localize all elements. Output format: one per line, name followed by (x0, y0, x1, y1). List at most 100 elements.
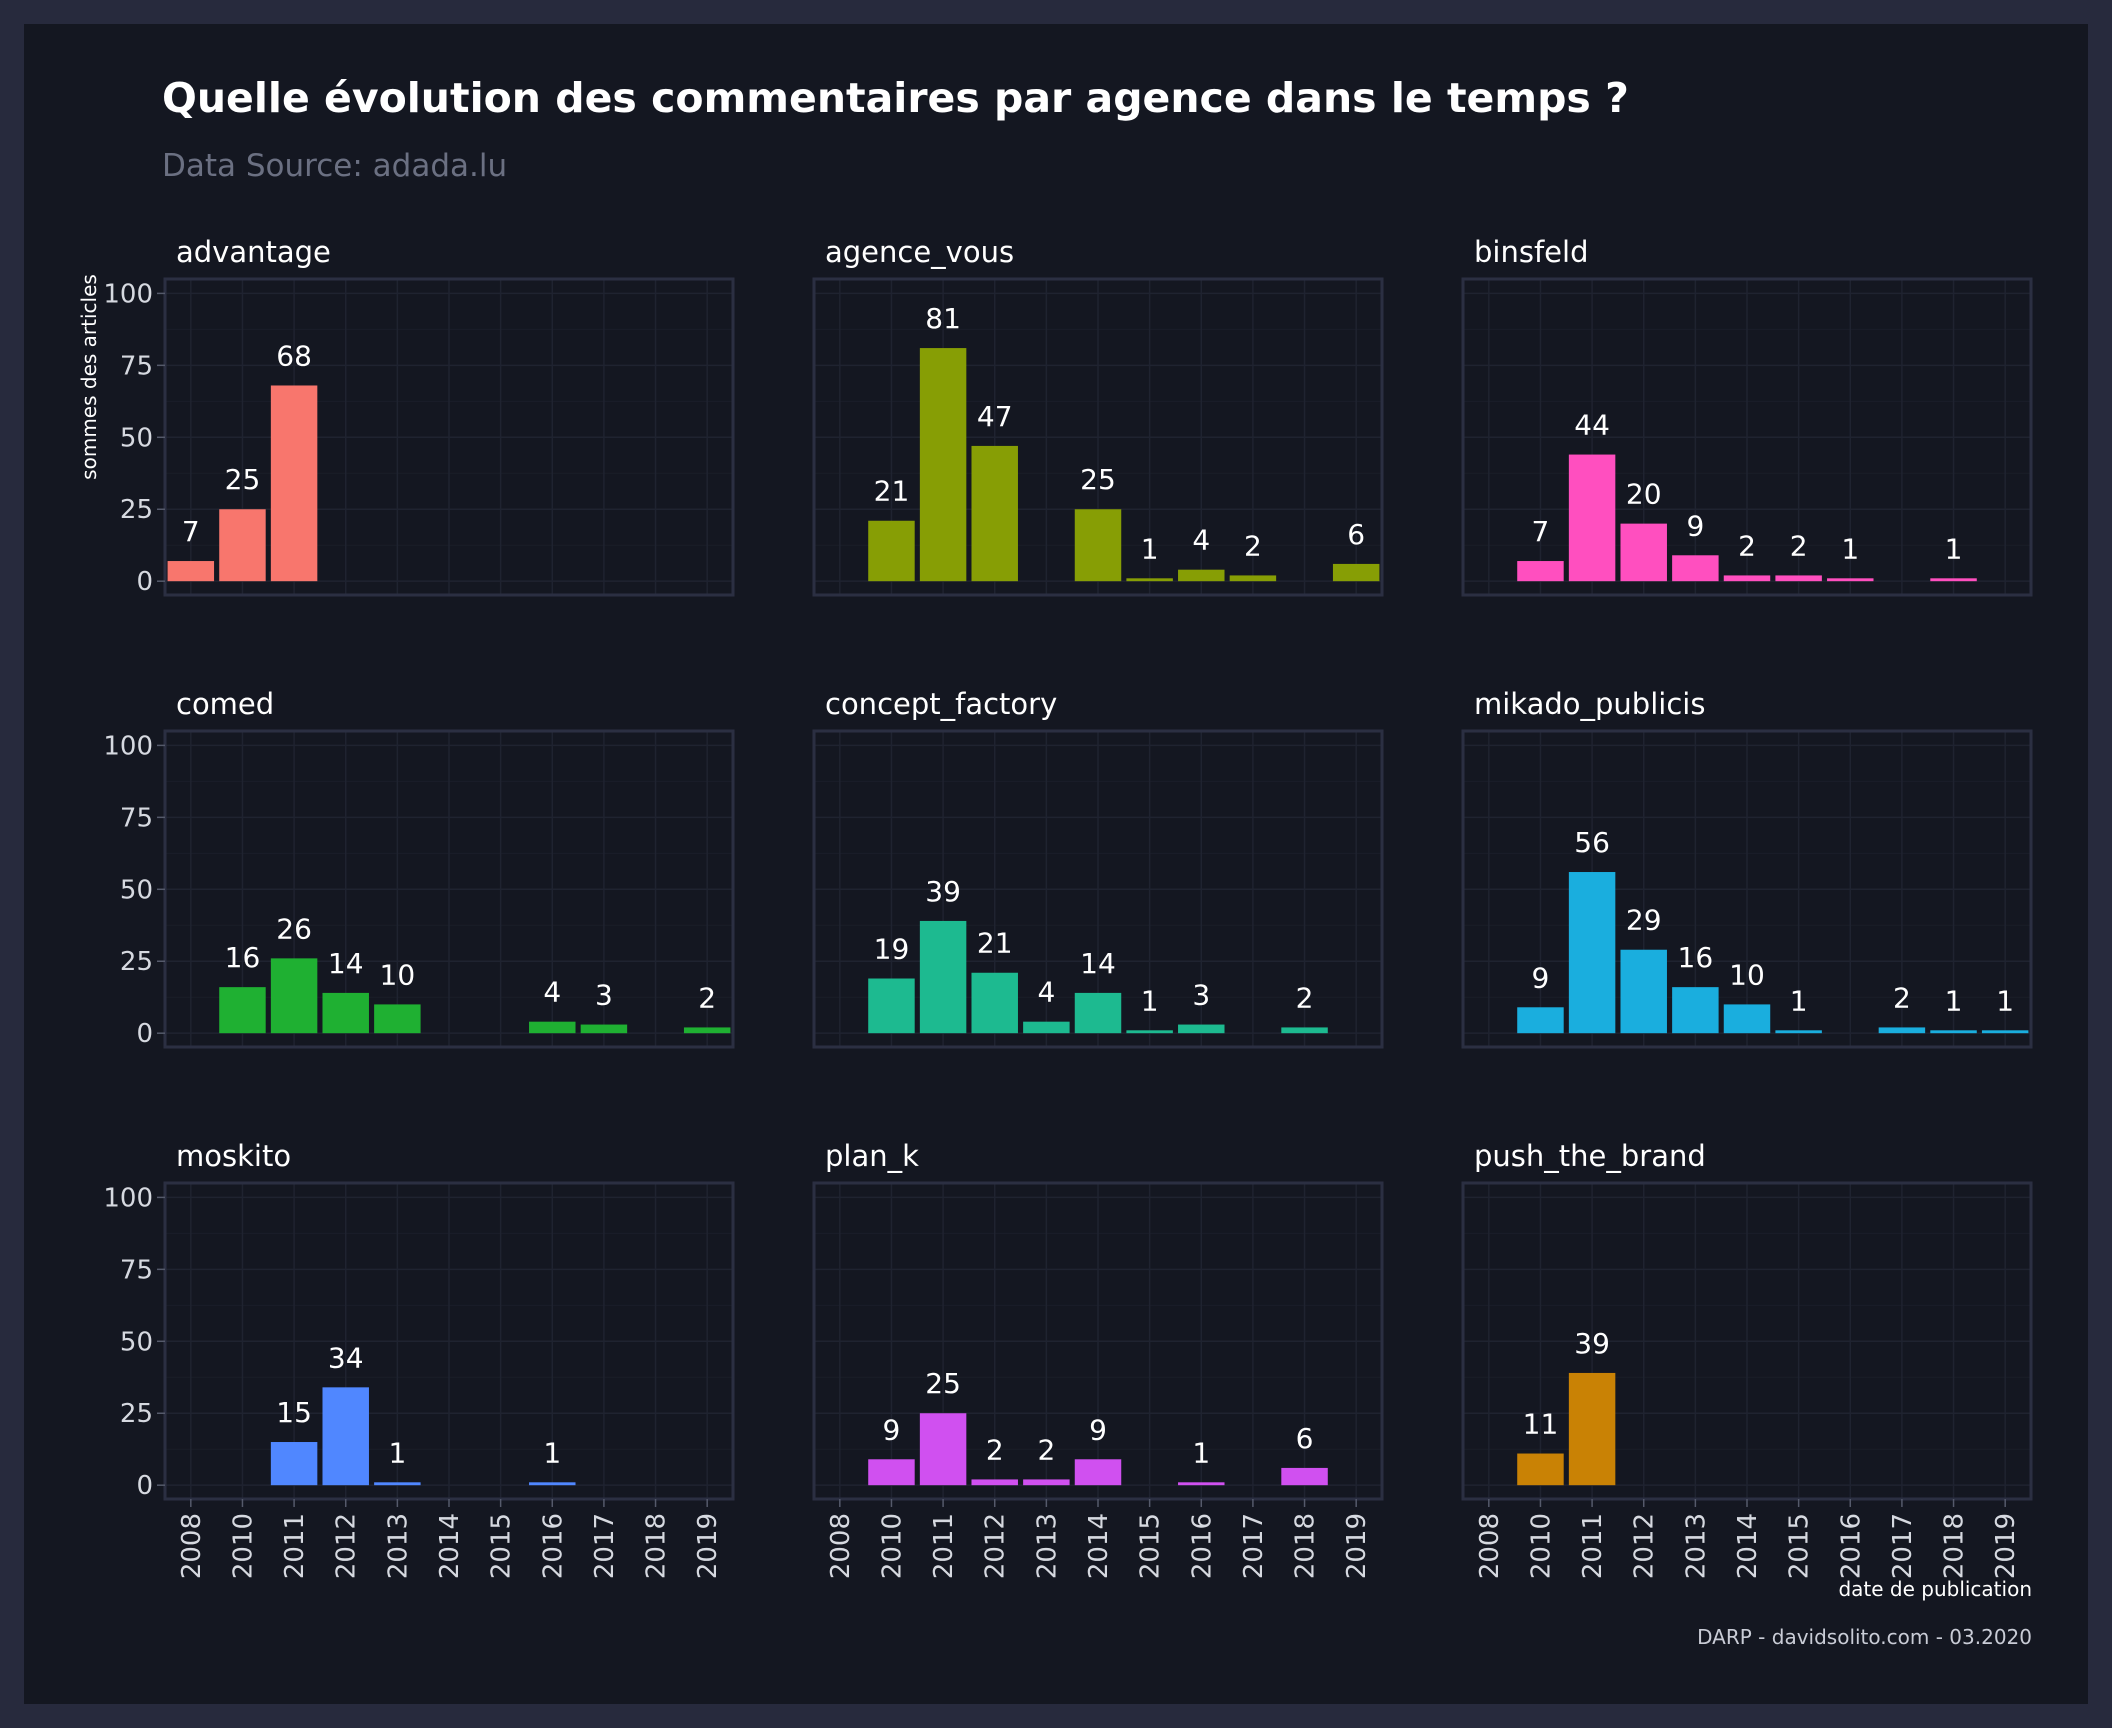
y-tick-label: 50 (120, 1327, 153, 1357)
data-label: 1 (543, 1436, 561, 1469)
data-label: 25 (1080, 463, 1116, 496)
data-label: 47 (977, 400, 1013, 433)
chart-frame: Quelle évolution des commentaires par ag… (24, 24, 2088, 1704)
bar-mikado-publicis-2015 (1775, 1030, 1822, 1034)
facet-comed: comed 16 26 14 10 4 3 2 0 25 50 75 100 (103, 687, 735, 1049)
x-tick-label: 2013 (383, 1513, 413, 1579)
x-tick-label: 2017 (590, 1513, 620, 1579)
bar-agence-vous-2012 (971, 445, 1018, 582)
bar-push-the-brand-2010 (1517, 1453, 1564, 1486)
data-label: 9 (1686, 509, 1704, 542)
data-label: 39 (925, 875, 961, 908)
facet-push-the-brand: push_the_brand 11 39 2008 2010 2011 2012 2013 20… (1461, 1139, 2033, 1579)
y-tick-label: 25 (120, 495, 153, 525)
bar-concept-factory-2014 (1074, 992, 1122, 1034)
y-tick-label: 0 (136, 1471, 153, 1501)
x-tick-label: 2018 (642, 1513, 672, 1579)
bar-mikado-publicis-2011 (1568, 872, 1616, 1034)
facet-label: push_the_brand (1474, 1139, 1706, 1173)
data-label: 9 (1089, 1413, 1107, 1446)
data-label: 25 (225, 463, 261, 496)
bar-comed-2012 (322, 992, 369, 1034)
y-tick-label: 0 (136, 567, 153, 597)
data-label: 2 (986, 1433, 1004, 1466)
bar-mikado-publicis-2017 (1878, 1027, 1926, 1034)
data-label: 4 (1192, 524, 1210, 557)
x-tick-label: 2017 (1239, 1513, 1269, 1579)
bar-binsfeld-2015 (1775, 575, 1822, 582)
x-tick-label: 2019 (693, 1513, 723, 1579)
facet-advantage: advantage 7 25 68 0 25 50 75 100 (103, 235, 735, 597)
data-label: 11 (1523, 1408, 1559, 1441)
bar-concept-factory-2011 (919, 920, 967, 1034)
data-label: 1 (1141, 532, 1159, 565)
data-label: 15 (276, 1396, 312, 1429)
bar-moskito-2016 (529, 1482, 576, 1486)
data-label: 21 (874, 475, 910, 508)
bar-binsfeld-2013 (1672, 555, 1719, 582)
data-label: 4 (1037, 976, 1055, 1009)
data-label: 4 (543, 976, 561, 1009)
data-label: 1 (1141, 984, 1159, 1017)
x-tick-label: 2008 (177, 1513, 207, 1579)
data-label: 81 (925, 302, 961, 335)
bar-agence-vous-2017 (1229, 575, 1277, 582)
data-label: 1 (388, 1436, 406, 1469)
bar-advantage-2011 (270, 385, 318, 582)
x-tick-label: 2014 (435, 1513, 465, 1579)
data-label: 14 (1080, 947, 1116, 980)
facet-label: agence_vous (825, 235, 1014, 269)
facet-panels: advantage725680255075100agence_vous21814… (103, 235, 2033, 1579)
bar-agence-vous-2011 (919, 348, 967, 582)
x-tick-label: 2012 (981, 1513, 1011, 1579)
bar-mikado-publicis-2014 (1723, 1004, 1771, 1034)
x-tick-label: 2019 (1342, 1513, 1372, 1579)
data-label: 39 (1574, 1327, 1610, 1360)
bar-agence-vous-2019 (1332, 563, 1380, 582)
panel-border (1461, 277, 2033, 597)
bar-plan-k-2010 (868, 1459, 915, 1486)
bar-concept-factory-2018 (1281, 1027, 1328, 1034)
x-tick-label: 2015 (1785, 1513, 1815, 1579)
y-tick-label: 25 (120, 1399, 153, 1429)
x-tick-label: 2012 (1630, 1513, 1660, 1579)
facet-label: concept_factory (825, 687, 1057, 721)
y-tick-label: 0 (136, 1019, 153, 1049)
data-label: 44 (1574, 409, 1610, 442)
data-label: 2 (1790, 529, 1808, 562)
bar-plan-k-2011 (919, 1413, 967, 1486)
facet-label: plan_k (825, 1139, 919, 1173)
facet-label: advantage (176, 235, 331, 269)
x-tick-label: 2016 (538, 1513, 568, 1579)
bar-comed-2017 (580, 1024, 628, 1034)
bar-agence-vous-2014 (1074, 509, 1122, 582)
bar-concept-factory-2013 (1023, 1021, 1070, 1034)
bar-mikado-publicis-2010 (1517, 1007, 1564, 1034)
data-label: 7 (1532, 515, 1550, 548)
x-tick-label: 2014 (1084, 1513, 1114, 1579)
facet-agence-vous: agence_vous 21 81 47 25 1 4 2 6 (812, 235, 1384, 597)
data-label: 2 (1738, 529, 1756, 562)
x-tick-label: 2013 (1681, 1513, 1711, 1579)
x-tick-label: 2015 (487, 1513, 517, 1579)
chart-caption: DARP - davidsolito.com - 03.2020 (1697, 1625, 2032, 1649)
y-axis-title: sommes des articles (77, 274, 101, 480)
bar-comed-2013 (374, 1004, 421, 1034)
x-tick-label: 2019 (1991, 1513, 2021, 1579)
y-tick-label: 50 (120, 423, 153, 453)
bar-plan-k-2016 (1178, 1482, 1225, 1486)
bar-mikado-publicis-2012 (1620, 949, 1667, 1034)
data-label: 10 (1729, 958, 1765, 991)
data-label: 6 (1296, 1422, 1314, 1455)
bar-concept-factory-2010 (868, 978, 915, 1034)
data-label: 16 (1678, 941, 1714, 974)
bar-advantage-2008 (167, 561, 215, 582)
data-label: 1 (1945, 984, 1963, 1017)
facet-concept-factory: concept_factory 19 39 21 4 14 1 3 2 (812, 687, 1384, 1049)
data-label: 6 (1347, 518, 1365, 551)
data-label: 14 (328, 947, 364, 980)
bar-plan-k-2014 (1074, 1459, 1122, 1486)
chart-subtitle: Data Source: adada.lu (162, 148, 507, 184)
data-label: 20 (1626, 478, 1662, 511)
